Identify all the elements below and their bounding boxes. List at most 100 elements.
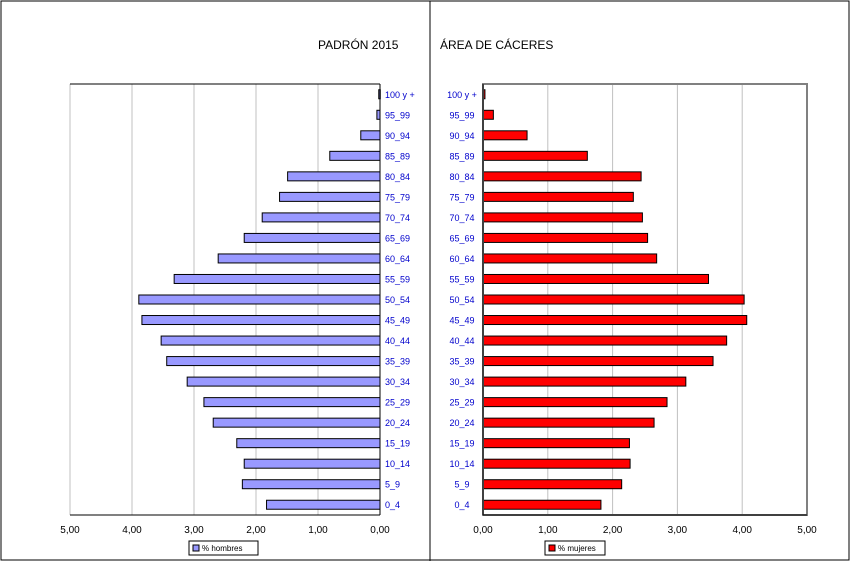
bar-hombres-35_39 xyxy=(166,356,381,367)
tick-label-right: 3,00 xyxy=(668,525,688,536)
bar-mujeres-40_44 xyxy=(482,335,728,346)
category-label-left: 65_69 xyxy=(385,233,410,243)
tick-label-right: 1,00 xyxy=(538,525,558,536)
bar-hombres-75_79 xyxy=(279,191,381,202)
bar-mujeres-45_49 xyxy=(482,315,748,326)
category-label-right: 55_59 xyxy=(449,274,474,284)
bar-hombres-30_34 xyxy=(186,376,381,387)
category-label-right: 40_44 xyxy=(449,336,474,346)
category-label-left: 100 y + xyxy=(385,90,415,100)
bar-mujeres-25_29 xyxy=(482,397,668,408)
left-title: PADRÓN 2015 xyxy=(318,38,399,52)
bar-hombres-25_29 xyxy=(203,397,381,408)
bar-mujeres-5_9 xyxy=(482,479,623,490)
bar-mujeres-10_14 xyxy=(482,458,631,469)
category-label-right: 0_4 xyxy=(454,500,469,510)
legend-box-hombres xyxy=(188,540,259,556)
bar-mujeres-80_84 xyxy=(482,171,642,182)
category-label-right: 25_29 xyxy=(449,398,474,408)
category-label-left: 25_29 xyxy=(385,398,410,408)
category-label-left: 5_9 xyxy=(385,480,400,490)
legend-box-mujeres xyxy=(544,540,606,556)
bar-hombres-0_4 xyxy=(266,499,381,510)
category-label-right: 100 y + xyxy=(447,90,477,100)
category-label-left: 70_74 xyxy=(385,213,410,223)
bar-hombres-80_84 xyxy=(287,171,381,182)
bar-mujeres-0_4 xyxy=(482,499,602,510)
category-label-right: 45_49 xyxy=(449,316,474,326)
tick-label-right: 0,00 xyxy=(473,525,493,536)
bar-mujeres-35_39 xyxy=(482,356,714,367)
category-label-right: 10_14 xyxy=(449,459,474,469)
category-label-right: 70_74 xyxy=(449,213,474,223)
tick-label-left: 2,00 xyxy=(246,525,266,536)
category-label-left: 40_44 xyxy=(385,336,410,346)
category-label-right: 15_19 xyxy=(449,439,474,449)
category-label-right: 90_94 xyxy=(449,131,474,141)
tick-label-left: 1,00 xyxy=(308,525,328,536)
bar-mujeres-70_74 xyxy=(482,212,643,223)
category-label-left: 50_54 xyxy=(385,295,410,305)
category-label-left: 20_24 xyxy=(385,418,410,428)
bar-mujeres-50_54 xyxy=(482,294,745,305)
bar-hombres-15_19 xyxy=(236,438,381,449)
bar-hombres-70_74 xyxy=(261,212,381,223)
bar-mujeres-20_24 xyxy=(482,417,655,428)
bar-hombres-40_44 xyxy=(160,335,381,346)
category-label-left: 95_99 xyxy=(385,110,410,120)
category-label-right: 5_9 xyxy=(454,480,469,490)
tick-label-left: 0,00 xyxy=(370,525,390,536)
tick-label-left: 3,00 xyxy=(184,525,204,536)
bar-mujeres-95_99 xyxy=(482,109,494,120)
legend-label-mujeres: % mujeres xyxy=(558,544,596,553)
tick-label-right: 5,00 xyxy=(797,525,817,536)
bar-hombres-10_14 xyxy=(243,458,381,469)
tick-label-left: 4,00 xyxy=(122,525,142,536)
category-label-left: 75_79 xyxy=(385,192,410,202)
bar-mujeres-90_94 xyxy=(482,130,528,141)
bar-hombres-55_59 xyxy=(173,273,381,284)
category-label-left: 90_94 xyxy=(385,131,410,141)
bar-hombres-50_54 xyxy=(138,294,381,305)
category-label-right: 85_89 xyxy=(449,151,474,161)
tick-label-left: 5,00 xyxy=(60,525,80,536)
category-label-right: 95_99 xyxy=(449,110,474,120)
category-label-right: 60_64 xyxy=(449,254,474,264)
category-label-right: 35_39 xyxy=(449,357,474,367)
bar-mujeres-30_34 xyxy=(482,376,687,387)
bar-mujeres-60_64 xyxy=(482,253,658,264)
category-label-right: 65_69 xyxy=(449,233,474,243)
category-label-left: 35_39 xyxy=(385,357,410,367)
category-label-left: 60_64 xyxy=(385,254,410,264)
category-label-right: 75_79 xyxy=(449,192,474,202)
bar-mujeres-65_69 xyxy=(482,232,649,243)
category-label-left: 85_89 xyxy=(385,151,410,161)
legend-label-hombres: % hombres xyxy=(202,544,242,553)
bar-mujeres-85_89 xyxy=(482,150,588,161)
category-label-right: 30_34 xyxy=(449,377,474,387)
legend-swatch-mujeres xyxy=(548,544,556,552)
bar-hombres-65_69 xyxy=(243,232,381,243)
category-label-left: 45_49 xyxy=(385,316,410,326)
category-label-right: 20_24 xyxy=(449,418,474,428)
bar-hombres-20_24 xyxy=(212,417,381,428)
tick-label-right: 4,00 xyxy=(732,525,752,536)
tick-label-right: 2,00 xyxy=(603,525,623,536)
bar-mujeres-15_19 xyxy=(482,438,630,449)
bar-mujeres-55_59 xyxy=(482,273,710,284)
bar-mujeres-75_79 xyxy=(482,191,634,202)
category-label-left: 0_4 xyxy=(385,500,400,510)
category-label-left: 30_34 xyxy=(385,377,410,387)
bar-hombres-90_94 xyxy=(360,130,381,141)
right-title: ÁREA DE CÁCERES xyxy=(440,38,554,52)
category-label-right: 80_84 xyxy=(449,172,474,182)
category-label-left: 10_14 xyxy=(385,459,410,469)
bar-hombres-60_64 xyxy=(217,253,381,264)
legend-swatch-hombres xyxy=(192,544,200,552)
category-label-left: 80_84 xyxy=(385,172,410,182)
bar-hombres-45_49 xyxy=(141,315,381,326)
bar-hombres-5_9 xyxy=(241,479,381,490)
